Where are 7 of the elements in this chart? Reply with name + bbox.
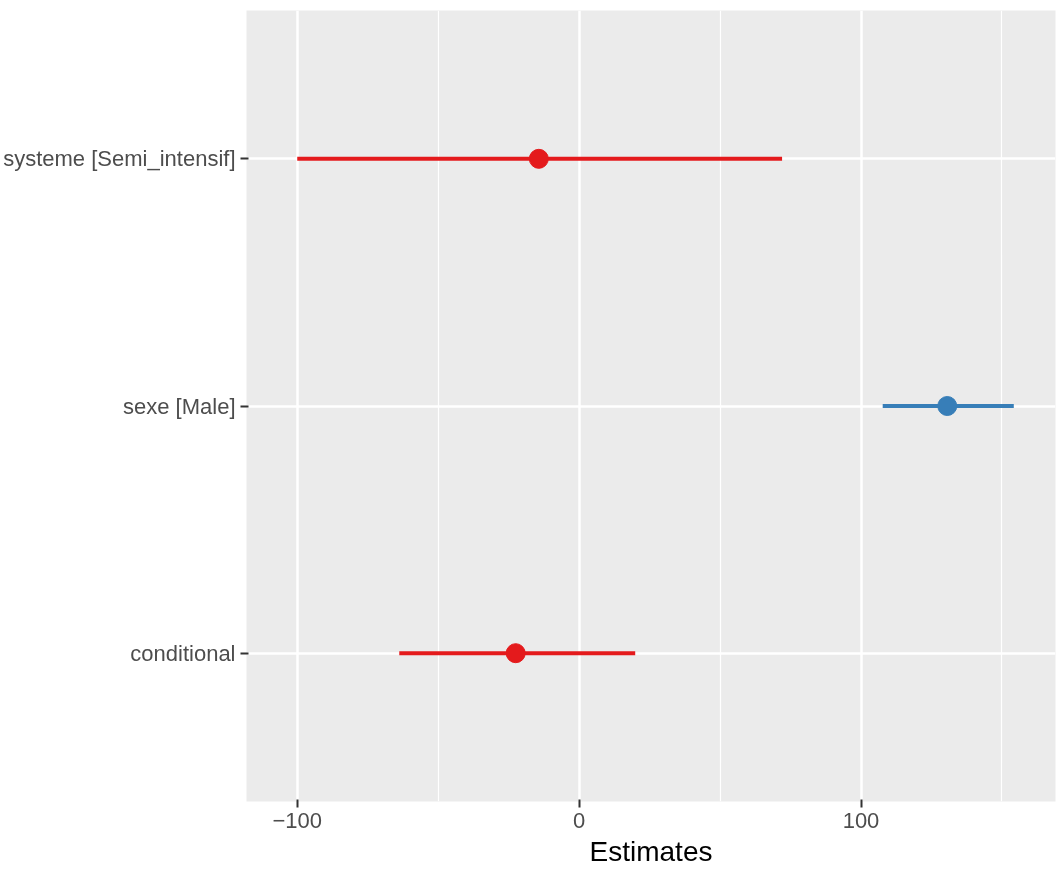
x-tick-label: −100 (272, 807, 323, 833)
x-axis-title: Estimates (589, 835, 713, 867)
y-tick-label: conditional (130, 640, 236, 666)
x-tick-label: 100 (842, 807, 880, 833)
y-tick-label: systeme [Semi_intensif] (3, 146, 236, 172)
y-tick-label: sexe [Male] (123, 393, 236, 419)
x-tick-label: 0 (573, 807, 586, 833)
